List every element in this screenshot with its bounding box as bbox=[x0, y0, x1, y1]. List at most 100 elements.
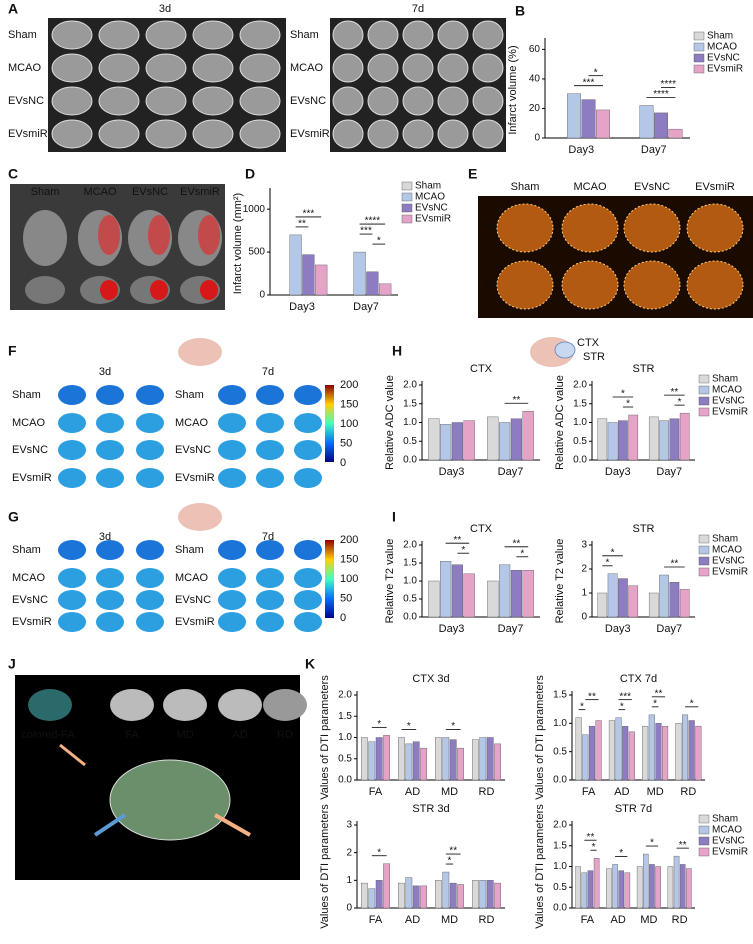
legend-swatch bbox=[698, 385, 710, 395]
bar bbox=[588, 725, 595, 781]
legend-label: Sham bbox=[712, 814, 738, 825]
region-icon bbox=[554, 341, 576, 359]
bar bbox=[643, 853, 649, 909]
brain-slice bbox=[145, 86, 187, 116]
significance-label: * bbox=[451, 721, 455, 732]
panel-letter: F bbox=[8, 343, 17, 359]
legend-label: MCAO bbox=[415, 192, 445, 203]
dti-label: colored-FA bbox=[21, 729, 75, 741]
label: Sham bbox=[290, 29, 319, 41]
label: 3d bbox=[485, 219, 497, 231]
bar bbox=[628, 414, 639, 461]
y-tick-label: 1000 bbox=[243, 204, 266, 215]
label: MCAO bbox=[290, 62, 323, 74]
bar bbox=[479, 737, 487, 781]
label: MCAO bbox=[574, 181, 607, 193]
bar bbox=[494, 882, 501, 909]
bar bbox=[662, 725, 669, 781]
brain-slice bbox=[239, 53, 281, 83]
y-tick-label: 0.0 bbox=[403, 612, 417, 623]
bar bbox=[405, 877, 413, 909]
label: 50 bbox=[340, 437, 352, 449]
label: MCAO bbox=[12, 572, 45, 584]
significance-label: * bbox=[377, 847, 381, 858]
significance-label: ** bbox=[587, 832, 595, 843]
arrow bbox=[214, 813, 251, 837]
bar bbox=[622, 725, 629, 781]
label: Sham bbox=[12, 389, 41, 401]
brain-slice bbox=[192, 20, 234, 50]
significance-label: * bbox=[520, 548, 524, 559]
y-tick-label: 1.0 bbox=[553, 861, 567, 872]
brain-slice bbox=[367, 86, 399, 116]
adc-slice bbox=[218, 440, 246, 460]
bar bbox=[383, 735, 390, 781]
label: 200 bbox=[340, 534, 358, 546]
chart-title: CTX 7d bbox=[620, 673, 657, 685]
y-tick-label: 1.5 bbox=[553, 840, 567, 851]
legend-swatch bbox=[698, 825, 710, 835]
vessel-image bbox=[496, 260, 554, 310]
bar bbox=[289, 234, 302, 296]
vessel-image bbox=[561, 260, 619, 310]
chart-title: STR bbox=[633, 363, 655, 375]
significance-label: ** bbox=[513, 538, 521, 549]
brain-slice bbox=[145, 20, 187, 50]
y-tick-label: 40 bbox=[529, 74, 541, 85]
y-tick-label: 2.0 bbox=[338, 690, 352, 701]
bar bbox=[688, 720, 695, 781]
significance-label: ** bbox=[655, 688, 663, 699]
bar bbox=[659, 420, 669, 461]
bar bbox=[412, 885, 420, 909]
dti-label: AD bbox=[232, 729, 247, 741]
adc-slice bbox=[256, 568, 284, 588]
label: 50 bbox=[340, 592, 352, 604]
bar bbox=[668, 128, 683, 139]
adc-slice bbox=[96, 612, 124, 632]
bar bbox=[440, 424, 452, 461]
y-tick-label: 1 bbox=[346, 875, 352, 886]
significance-label: * bbox=[461, 545, 465, 556]
significance-label: * bbox=[377, 236, 381, 247]
adc-slice bbox=[256, 590, 284, 610]
bar bbox=[428, 580, 440, 618]
label: EVsmiR bbox=[12, 616, 52, 628]
y-tick-label: 3 bbox=[581, 540, 587, 551]
label: EVsNC bbox=[175, 444, 211, 456]
significance-label: * bbox=[690, 698, 694, 709]
adc-slice bbox=[294, 468, 322, 488]
label: EVsNC bbox=[12, 444, 48, 456]
y-tick-label: 0.5 bbox=[338, 753, 352, 764]
vessel-image bbox=[686, 260, 744, 310]
brain-slice bbox=[332, 86, 364, 116]
y-tick-label: 2.0 bbox=[573, 380, 587, 391]
legend-label: Sham bbox=[707, 31, 733, 42]
y-tick-label: 20 bbox=[529, 103, 541, 114]
adc-slice bbox=[136, 468, 164, 488]
label: Sham bbox=[175, 389, 204, 401]
chart-title: STR bbox=[633, 523, 655, 535]
panel-letter: K bbox=[305, 656, 315, 672]
y-tick-label: 2 bbox=[346, 847, 352, 858]
bar bbox=[567, 93, 581, 139]
bar bbox=[420, 885, 427, 909]
adc-slice bbox=[96, 385, 124, 405]
y-tick-label: 0.0 bbox=[553, 903, 567, 914]
brain-slice bbox=[437, 86, 469, 116]
adc-slice bbox=[58, 413, 86, 433]
y-tick-label: 1.0 bbox=[403, 576, 417, 587]
significance-label: ** bbox=[513, 395, 521, 406]
bar bbox=[442, 871, 450, 909]
label: EVsmiR bbox=[175, 472, 215, 484]
adc-slice bbox=[136, 590, 164, 610]
x-tick-label: FA bbox=[369, 786, 383, 798]
brain-slice bbox=[192, 119, 234, 149]
y-tick-label: 2.0 bbox=[403, 540, 417, 551]
y-tick-label: 1.5 bbox=[403, 398, 417, 409]
infarct bbox=[98, 215, 120, 255]
significance-label: ** bbox=[671, 387, 679, 398]
significance-label: * bbox=[621, 389, 625, 400]
x-tick-label: Day3 bbox=[605, 466, 631, 478]
brain-slice bbox=[402, 53, 434, 83]
x-tick-label: Day7 bbox=[498, 623, 524, 635]
